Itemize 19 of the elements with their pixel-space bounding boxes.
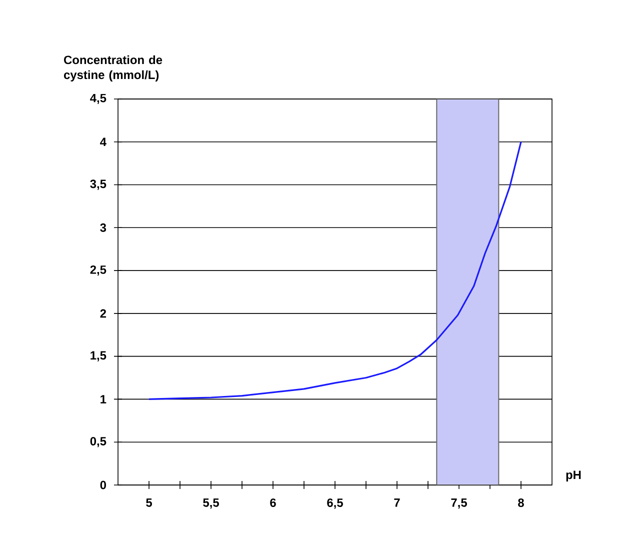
x-tick-label: 8 (518, 498, 524, 507)
y-axis-title: Concentration de cystine (mmol/L) (64, 55, 162, 82)
y-tick-label: 2 (100, 309, 106, 318)
x-tick-label: 7 (394, 498, 400, 507)
x-tick-label: 6,5 (327, 498, 343, 509)
x-axis-title: pH (566, 470, 581, 482)
x-tick-label: 6 (270, 498, 276, 507)
y-tick-label: 2,5 (90, 265, 106, 276)
x-tick-label: 7,5 (451, 498, 467, 509)
y-tick-label: 1,5 (90, 351, 106, 362)
y-tick-label: 4,5 (90, 94, 106, 104)
y-tick-label: 4 (100, 138, 106, 146)
y-tick-label: 3 (100, 223, 106, 232)
x-tick-label: 5,5 (203, 498, 219, 509)
y-tick-label: 3,5 (90, 180, 106, 190)
y-tick-label: 0,5 (90, 437, 106, 448)
y-tick-label: 0 (100, 480, 106, 490)
y-tick-label: 1 (100, 395, 106, 404)
x-tick-label: 5 (146, 498, 152, 507)
